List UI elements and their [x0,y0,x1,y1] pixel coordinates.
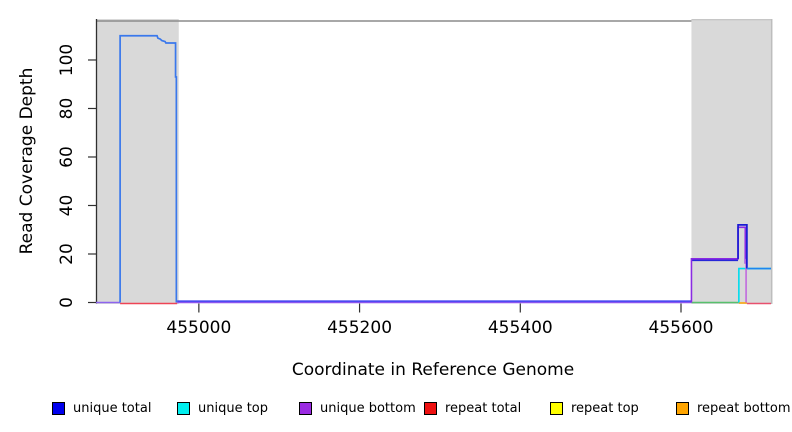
y-tick-label: 40 [57,195,77,217]
x-axis-title: Coordinate in Reference Genome [291,360,575,380]
legend-label: repeat total [445,400,522,416]
unique-top-swatch-icon [177,401,190,415]
y-tick-label: 20 [57,243,77,265]
y-tick-label: 100 [57,44,77,76]
x-tick-label: 455200 [327,318,392,338]
legend-item-repeat-total: repeat total [424,399,521,417]
legend-label: unique bottom [320,400,416,416]
legend-label: repeat bottom [697,400,791,416]
y-tick-label: 60 [57,146,77,168]
x-tick-label: 455000 [166,318,231,338]
repeat-total-swatch-icon [424,401,437,415]
y-axis-title: Read Coverage Depth [17,67,37,255]
y-tick-label: 0 [57,297,77,308]
x-tick-label: 455400 [488,318,553,338]
legend-item-unique-top: unique top [177,399,268,417]
legend-item-unique-bottom: unique bottom [299,399,416,417]
left-target-region [96,19,179,304]
x-tick-label: 455600 [649,318,714,338]
legend-item-repeat-top: repeat top [550,399,639,417]
legend-item-repeat-bottom: repeat bottom [676,399,791,417]
right-target-region [691,19,771,304]
legend-label: repeat top [571,400,639,416]
unique-total-swatch-icon [52,401,65,415]
repeat-bottom-swatch-icon [676,401,689,415]
legend-item-unique-total: unique total [52,399,151,417]
unique-bottom-swatch-icon [299,401,312,415]
series-unique-total-spike [737,224,748,269]
y-tick-label: 80 [57,98,77,120]
legend-label: unique top [198,400,269,416]
series-unique-total-left-peak [119,34,178,303]
legend-label: unique total [73,400,152,416]
repeat-top-swatch-icon [550,401,563,415]
